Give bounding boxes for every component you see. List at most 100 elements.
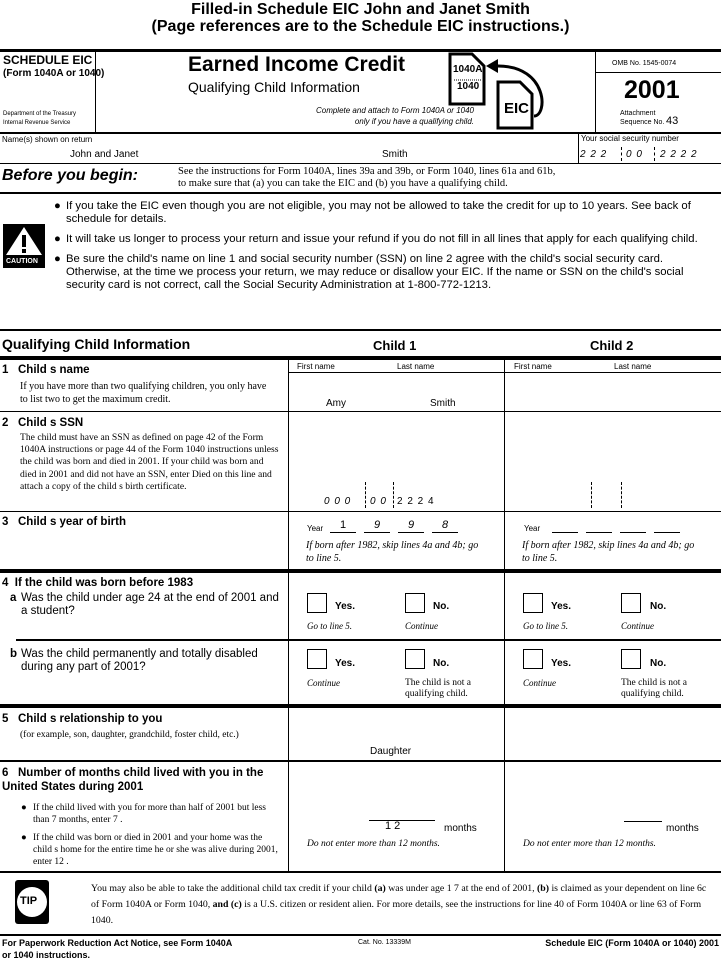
footer-notice-1: For Paperwork Reduction Act Notice, see … bbox=[2, 938, 233, 948]
c2-4b-no-checkbox[interactable] bbox=[621, 649, 641, 669]
c2-last-label: Last name bbox=[614, 362, 652, 371]
c1-4b-yes-checkbox[interactable] bbox=[307, 649, 327, 669]
line-4b-letter: b bbox=[10, 648, 18, 660]
child-1-ssn-part-1[interactable]: 0 0 0 bbox=[324, 496, 352, 507]
year-digit-line bbox=[432, 532, 458, 533]
c1-year-digit[interactable]: 9 bbox=[374, 519, 381, 531]
taxpayer-first-names[interactable]: John and Janet bbox=[70, 149, 139, 160]
line-4a-letter: a bbox=[10, 592, 17, 604]
child-1-last-name[interactable]: Smith bbox=[430, 398, 456, 409]
line-4-title: 4 If the child was born before 1983 bbox=[2, 577, 193, 589]
line-1-text: If you have more than two qualifying chi… bbox=[20, 381, 267, 405]
c2-4a-no-checkbox[interactable] bbox=[621, 593, 641, 613]
ssn-separator bbox=[621, 482, 622, 508]
caution-bullet: ● Be sure the child's name on line 1 and … bbox=[54, 253, 684, 291]
footer-notice-2: or 1040 instructions. bbox=[2, 950, 91, 960]
line-title: Child s relationship to you bbox=[18, 713, 163, 725]
rule bbox=[0, 871, 721, 873]
c1-first-label: First name bbox=[297, 362, 335, 371]
c1-4a-no-note: Continue bbox=[405, 621, 438, 631]
child-1-relationship[interactable]: Daughter bbox=[370, 746, 412, 757]
rule bbox=[16, 639, 721, 641]
column-divider bbox=[504, 360, 505, 872]
line-title: Child s year of birth bbox=[18, 516, 126, 528]
c1-year-digit[interactable]: 1 bbox=[340, 519, 347, 531]
c1-year-digit[interactable]: 9 bbox=[408, 519, 415, 531]
section-title: Qualifying Child Information bbox=[2, 336, 191, 352]
line-number: 1 bbox=[2, 364, 9, 376]
attach-line-1: Complete and attach to Form 1040A or 104… bbox=[315, 106, 474, 115]
dept-2: Internal Revenue Service bbox=[3, 120, 71, 126]
catalog-number: Cat. No. 13339M bbox=[358, 939, 411, 946]
c1-4b-yes-note: Continue bbox=[307, 678, 340, 688]
form-logo-icon: 1040A 1040 EIC bbox=[448, 50, 558, 130]
caution-icon: CAUTION bbox=[3, 224, 45, 268]
c1-4b-no-checkbox[interactable] bbox=[405, 649, 425, 669]
c2-year-digit[interactable] bbox=[654, 532, 680, 533]
c2-4a-yes-note: Go to line 5. bbox=[523, 621, 568, 631]
child-1-ssn-part-3[interactable]: 2 2 2 4 bbox=[397, 496, 435, 507]
banner-line-2: (Page references are to the Schedule EIC… bbox=[151, 18, 570, 35]
c1-4a-yes-checkbox[interactable] bbox=[307, 593, 327, 613]
c2-4a-no-note: Continue bbox=[621, 621, 654, 631]
rule bbox=[0, 760, 721, 762]
ssn-part-2[interactable]: 0 0 bbox=[626, 149, 643, 160]
form-label: (Form 1040A or 1040) bbox=[3, 68, 105, 79]
line-4a-text: Was the child under age 24 at the end of… bbox=[21, 592, 279, 617]
yes-label: Yes. bbox=[335, 601, 356, 612]
c2-4a-yes-checkbox[interactable] bbox=[523, 593, 543, 613]
rule bbox=[595, 72, 721, 73]
child-2-months[interactable] bbox=[624, 821, 662, 822]
line-6-bullet-2: ● If the child was born or died in 2001 a… bbox=[21, 833, 278, 867]
child-2-heading: Child 2 bbox=[590, 338, 634, 353]
logo-eic: EIC bbox=[504, 100, 530, 117]
line-number: 4 bbox=[2, 577, 9, 589]
bullet-text: If the child was born or died in 2001 an… bbox=[33, 833, 278, 867]
child-1-months[interactable]: 1 2 bbox=[385, 820, 401, 832]
c2-4b-yes-checkbox[interactable] bbox=[523, 649, 543, 669]
c1-4a-no-checkbox[interactable] bbox=[405, 593, 425, 613]
c2-year-digit[interactable] bbox=[620, 532, 646, 533]
rule bbox=[0, 511, 721, 512]
child-1-ssn-part-2[interactable]: 0 0 bbox=[370, 496, 387, 507]
months-line bbox=[369, 820, 435, 821]
column-divider bbox=[288, 360, 289, 872]
line-4b-text: Was the child permanently and totally di… bbox=[21, 648, 258, 673]
ssn-separator bbox=[591, 482, 592, 508]
tip-label: TIP bbox=[20, 895, 38, 907]
names-label: Name(s) shown on return bbox=[2, 135, 93, 144]
bullet-text: If the child lived with you for more tha… bbox=[33, 803, 266, 825]
line-number: 3 bbox=[2, 516, 9, 528]
line-6-bullet-1: ● If the child lived with you for more th… bbox=[21, 803, 266, 825]
sequence-number: 43 bbox=[666, 115, 679, 127]
line-title: Child s name bbox=[18, 364, 90, 376]
rule bbox=[0, 934, 721, 936]
line-2-title: 2 Child s SSN bbox=[2, 417, 83, 429]
c2-4b-no-note: The child is not a qualifying child. bbox=[621, 678, 687, 699]
c1-last-label: Last name bbox=[397, 362, 435, 371]
c2-year-digit[interactable] bbox=[586, 532, 612, 533]
child-1-first-name[interactable]: Amy bbox=[326, 398, 346, 409]
c1-year-note: If born after 1982, skip lines 4a and 4b… bbox=[306, 540, 479, 564]
rule bbox=[0, 49, 721, 52]
c2-year-digit[interactable] bbox=[552, 532, 578, 533]
months-label: months bbox=[666, 823, 699, 834]
rule bbox=[0, 411, 721, 412]
ssn-separator bbox=[393, 482, 394, 508]
line-title: Child s SSN bbox=[18, 417, 84, 429]
c2-year-label: Year bbox=[524, 524, 541, 533]
logo-1040a: 1040A bbox=[453, 64, 483, 75]
caution-bullet-text: Be sure the child's name on line 1 and s… bbox=[66, 253, 684, 291]
no-label: No. bbox=[433, 601, 450, 612]
taxpayer-last-name[interactable]: Smith bbox=[382, 149, 408, 160]
line-title: Number of months child lived with you in… bbox=[2, 767, 264, 793]
line-5-text: (for example, son, daughter, grandchild,… bbox=[20, 730, 239, 740]
c1-year-digit[interactable]: 8 bbox=[442, 519, 449, 531]
no-label: No. bbox=[650, 658, 667, 669]
line-3-title: 3 Child s year of birth bbox=[2, 516, 126, 528]
c2-4b-yes-note: Continue bbox=[523, 678, 556, 688]
ssn-part-1[interactable]: 2 2 2 bbox=[580, 149, 608, 160]
c2-first-label: First name bbox=[514, 362, 552, 371]
before-line-1: See the instructions for Form 1040A, lin… bbox=[178, 166, 556, 177]
ssn-part-3[interactable]: 2 2 2 2 bbox=[660, 149, 698, 160]
